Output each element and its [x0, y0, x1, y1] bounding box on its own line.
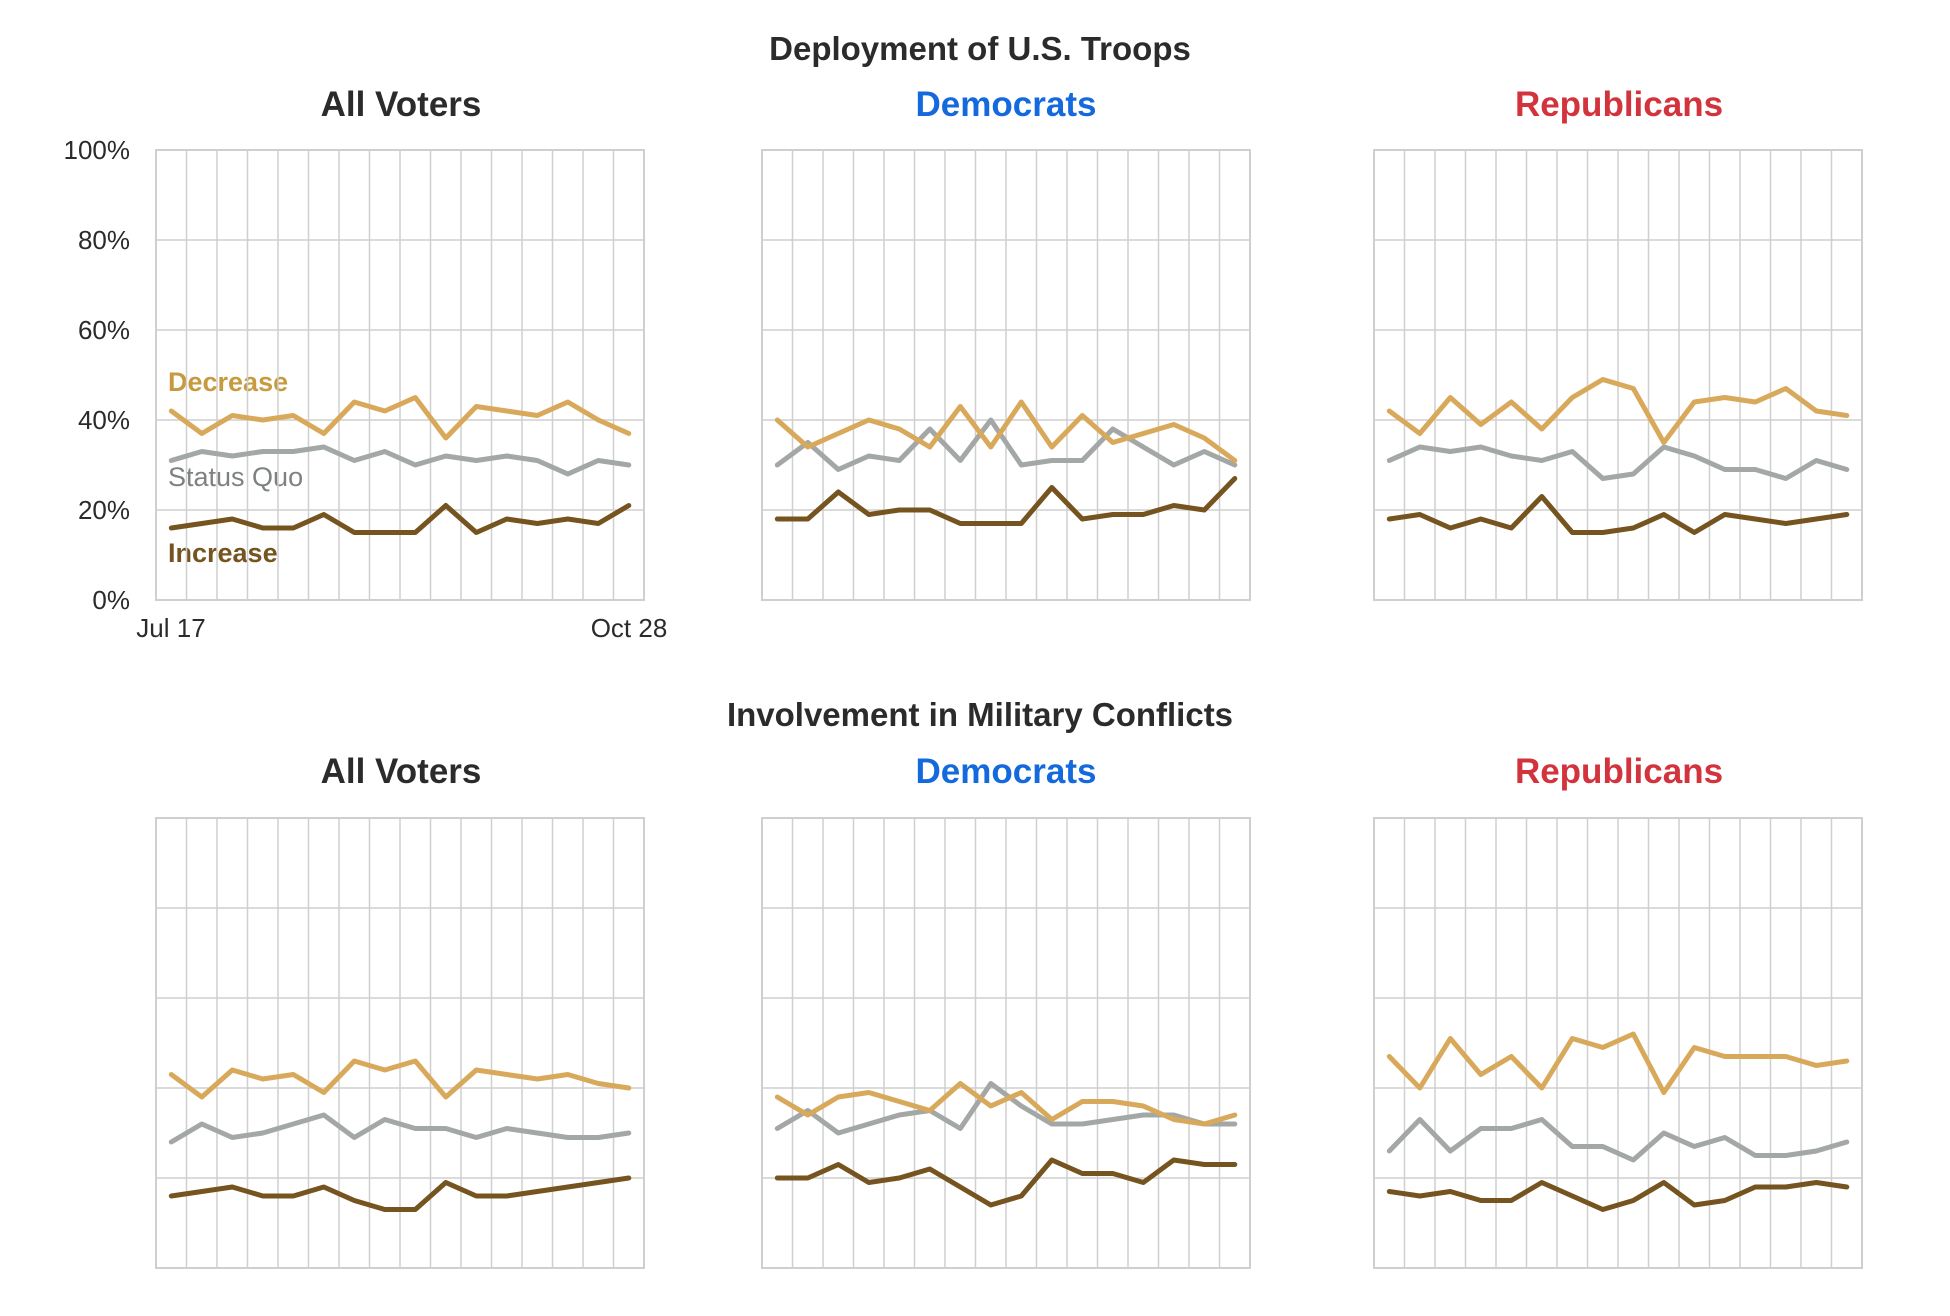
panel-frame — [1373, 817, 1863, 1269]
series-line-status-quo — [774, 417, 1238, 472]
y-tick-label-60: 60% — [78, 315, 130, 345]
panel-0-0 — [155, 149, 645, 601]
series-label-decrease: Decrease — [168, 367, 288, 397]
panel-title-involvement-republicans: Republicans — [1515, 752, 1723, 791]
panel-title-deployment-democrats: Democrats — [916, 85, 1097, 124]
series-label-increase: Increase — [168, 538, 278, 568]
y-tick-label-0: 0% — [92, 585, 130, 615]
panel-frame — [1373, 149, 1863, 601]
panel-frame — [155, 817, 645, 1269]
series-line-increase — [168, 1175, 632, 1212]
series-line-decrease — [168, 1058, 632, 1100]
panel-1-1 — [761, 817, 1251, 1269]
series-line-decrease — [774, 1081, 1238, 1127]
y-tick-label-40: 40% — [78, 405, 130, 435]
series-line-increase — [1386, 494, 1850, 535]
panel-frame — [761, 817, 1251, 1269]
series-line-increase — [168, 503, 632, 535]
panel-1-0 — [155, 817, 645, 1269]
section-title-involvement: Involvement in Military Conflicts — [727, 696, 1233, 733]
series-line-increase — [774, 476, 1238, 526]
panel-title-deployment-republicans: Republicans — [1515, 85, 1723, 124]
series-label-status-quo: Status Quo — [168, 462, 303, 492]
x-tick-label-last: Oct 28 — [591, 613, 668, 643]
series-line-status-quo — [1386, 1117, 1850, 1163]
series-line-status-quo — [168, 444, 632, 477]
panel-0-1 — [761, 149, 1251, 601]
panel-frame — [155, 149, 645, 601]
series-line-decrease — [774, 399, 1238, 463]
panel-title-deployment-all-voters: All Voters — [321, 85, 482, 124]
series-line-status-quo — [1386, 444, 1850, 481]
series-line-increase — [1386, 1180, 1850, 1212]
section-title-deployment: Deployment of U.S. Troops — [769, 30, 1191, 67]
y-tick-label-20: 20% — [78, 495, 130, 525]
panel-title-involvement-democrats: Democrats — [916, 752, 1097, 791]
series-line-decrease — [1386, 377, 1850, 445]
y-tick-label-80: 80% — [78, 225, 130, 255]
panel-frame — [761, 149, 1251, 601]
panel-title-involvement-all-voters: All Voters — [321, 752, 482, 791]
y-tick-label-100: 100% — [64, 135, 131, 165]
series-line-increase — [774, 1157, 1238, 1208]
panel-1-2 — [1373, 817, 1863, 1269]
x-tick-label-first: Jul 17 — [136, 613, 205, 643]
series-line-decrease — [168, 395, 632, 441]
series-line-decrease — [1386, 1031, 1850, 1095]
panel-0-2 — [1373, 149, 1863, 601]
series-line-status-quo — [168, 1112, 632, 1145]
